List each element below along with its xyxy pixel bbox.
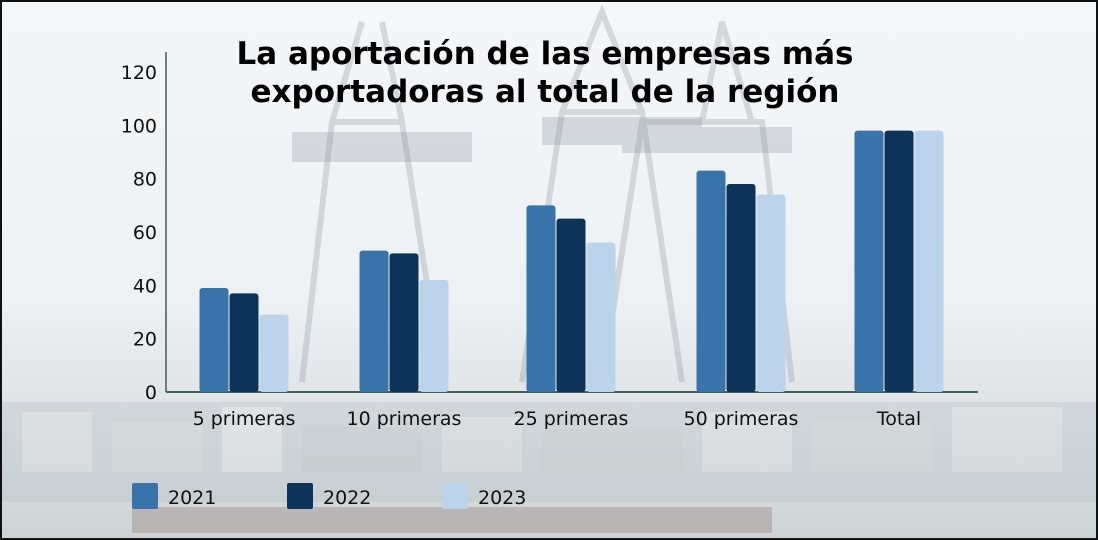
bar-2021-4 — [854, 130, 884, 392]
chart-title-line-2: exportadoras al total de la región — [251, 74, 840, 110]
bar-2023-0 — [259, 314, 289, 392]
y-tick-label: 0 — [145, 382, 157, 404]
x-category-label: Total — [876, 408, 921, 430]
legend-swatch-2023 — [442, 483, 468, 509]
y-tick-label: 40 — [133, 275, 157, 297]
bar-2022-0 — [229, 293, 259, 392]
bar-2022-4 — [884, 130, 914, 392]
y-tick-label: 60 — [133, 222, 157, 244]
legend-label-2021: 2021 — [168, 487, 216, 509]
x-category-label: 50 primeras — [684, 408, 799, 430]
y-tick-label: 20 — [133, 329, 157, 351]
bar-2023-3 — [756, 194, 786, 392]
legend-label-2023: 2023 — [478, 487, 526, 509]
bar-2022-3 — [726, 184, 756, 392]
bar-2022-1 — [389, 253, 419, 392]
x-category-label: 10 primeras — [347, 408, 462, 430]
legend-swatch-2022 — [287, 483, 313, 509]
y-tick-label: 120 — [121, 62, 157, 84]
bar-2023-4 — [914, 130, 944, 392]
legend-swatch-2021 — [132, 483, 158, 509]
bar-2021-3 — [696, 170, 726, 392]
y-tick-label: 80 — [133, 169, 157, 191]
x-category-label: 5 primeras — [193, 408, 296, 430]
chart-title-line-1: La aportación de las empresas más — [237, 36, 854, 72]
bar-2022-2 — [556, 218, 586, 392]
legend-label-2022: 2022 — [323, 487, 371, 509]
bar-2021-1 — [359, 250, 389, 392]
bar-2021-0 — [199, 288, 229, 392]
x-category-label: 25 primeras — [514, 408, 629, 430]
bar-2021-2 — [526, 205, 556, 392]
bar-2023-2 — [586, 242, 616, 392]
y-tick-label: 100 — [121, 115, 157, 137]
bar-2023-1 — [419, 280, 449, 392]
